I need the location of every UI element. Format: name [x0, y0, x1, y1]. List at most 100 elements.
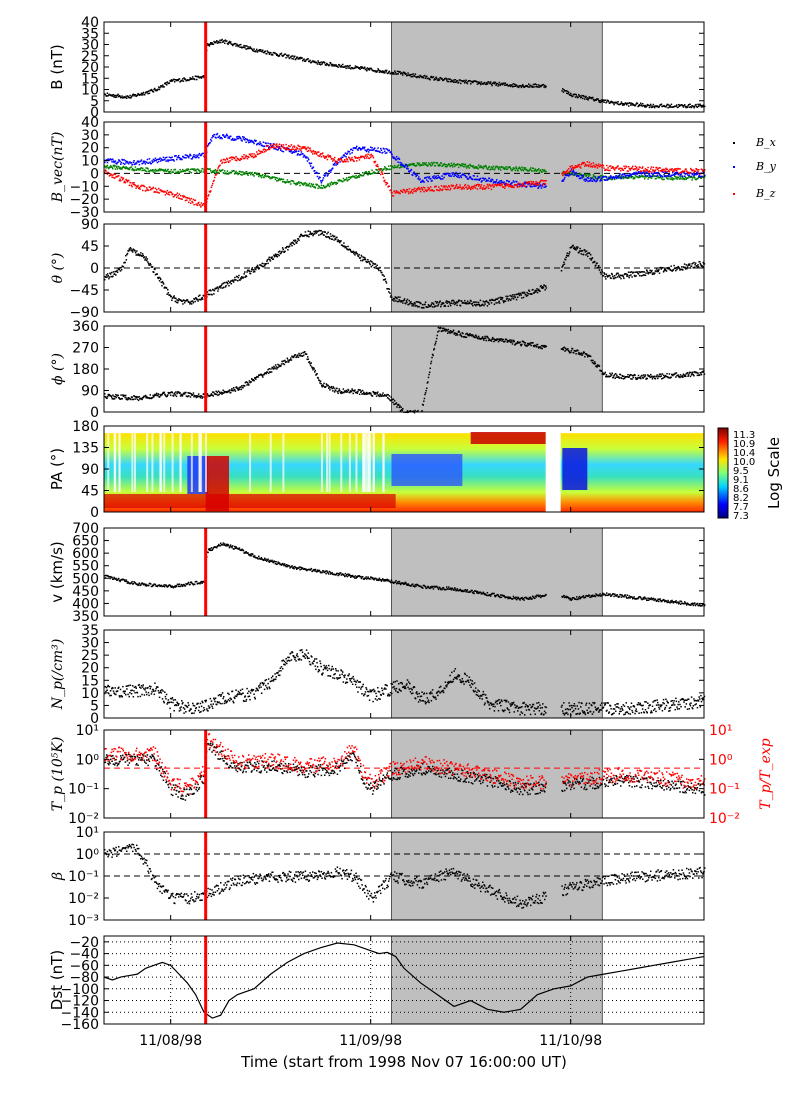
data-point-ϕ — [267, 368, 269, 371]
data-point-B_y — [258, 142, 260, 145]
data-point-θ — [656, 270, 658, 273]
data-point-θ — [498, 300, 500, 303]
data-point-B — [517, 85, 519, 88]
data-series-layer — [103, 38, 706, 1019]
data-point-θ — [528, 290, 531, 293]
data-point-B_x — [462, 165, 464, 167]
data-point-B_z — [318, 155, 321, 158]
data-point-B_x — [312, 183, 315, 186]
data-point-B_z — [292, 146, 294, 148]
data-point-θ — [160, 281, 163, 284]
data-point-B_x — [456, 164, 458, 166]
data-point-B — [520, 85, 522, 87]
data-point-B_z — [401, 190, 403, 193]
data-point-B — [292, 55, 294, 57]
data-point-B_y — [136, 162, 138, 164]
data-point-B — [424, 74, 426, 77]
data-point-θ — [132, 248, 135, 250]
data-point-B_x — [639, 176, 641, 178]
data-point-B — [414, 73, 417, 75]
data-point-B_z — [693, 171, 695, 174]
data-point-θ — [220, 287, 222, 289]
data-point-θ — [520, 294, 522, 296]
data-point-ϕ — [319, 382, 321, 384]
data-point-θ — [120, 268, 123, 271]
data-point-θ — [669, 269, 672, 271]
data-point-θ — [517, 293, 520, 295]
data-point-B_z — [530, 183, 532, 185]
data-point-θ — [211, 293, 213, 296]
data-point-B_x — [673, 178, 675, 180]
data-point-θ — [304, 231, 307, 233]
data-point-θ — [355, 251, 357, 253]
data-point-B_y — [450, 175, 453, 177]
data-point-B_x — [342, 180, 344, 183]
data-point-B_z — [672, 169, 675, 171]
data-point-B_x — [223, 172, 225, 175]
data-point-B_z — [380, 173, 382, 176]
data-point-θ — [242, 276, 245, 279]
data-point-θ — [129, 246, 132, 249]
data-point-B_x — [106, 164, 109, 167]
data-point-B_z — [467, 184, 469, 187]
data-point-θ — [371, 261, 373, 263]
data-point-B_x — [211, 171, 213, 174]
data-point-B — [452, 80, 454, 82]
data-point-B_z — [164, 190, 166, 193]
data-point-B_z — [308, 150, 310, 152]
data-point-B — [658, 105, 661, 108]
data-point-B_y — [569, 174, 571, 176]
data-point-θ — [571, 246, 573, 248]
data-point-B — [160, 85, 163, 87]
data-point-ϕ — [171, 391, 174, 394]
data-point-B_y — [246, 138, 249, 141]
data-point-B — [620, 101, 623, 103]
data-point-ϕ — [325, 383, 328, 385]
data-point-B_z — [594, 165, 597, 168]
data-point-B_y — [140, 160, 142, 162]
data-point-B — [176, 79, 178, 82]
data-point-B — [568, 91, 570, 93]
data-point-B — [464, 80, 467, 83]
data-point-B — [684, 105, 687, 108]
data-point-B_x — [387, 168, 389, 171]
data-point-B_x — [238, 172, 240, 175]
data-point-B_x — [158, 169, 160, 171]
data-point-θ — [235, 279, 237, 281]
data-point-B_y — [118, 159, 121, 162]
data-point-B_x — [353, 175, 355, 178]
data-point-B_y — [194, 155, 196, 158]
data-point-θ — [440, 303, 443, 306]
data-point-B_z — [502, 186, 505, 188]
data-point-B_z — [186, 199, 188, 201]
data-point-ϕ — [187, 392, 189, 394]
data-point-ϕ — [141, 398, 143, 401]
data-point-θ — [566, 254, 568, 257]
data-point-θ — [336, 236, 338, 239]
data-point-B_z — [442, 186, 445, 188]
data-point-B_z — [325, 156, 327, 159]
data-point-B_y — [151, 160, 153, 162]
data-point-B_y — [130, 162, 133, 164]
data-point-B_y — [633, 171, 635, 174]
data-point-θ — [157, 277, 160, 280]
data-point-B — [365, 68, 367, 70]
pa-data-gap — [198, 433, 201, 492]
data-point-θ — [510, 295, 513, 298]
data-point-B_y — [132, 161, 135, 164]
data-point-ϕ — [306, 358, 308, 361]
data-point-B — [667, 107, 669, 109]
data-point-θ — [224, 281, 226, 284]
data-point-θ — [447, 305, 450, 307]
data-point-θ — [459, 305, 462, 307]
data-point-B_z — [179, 197, 181, 200]
data-point-B_z — [224, 161, 226, 164]
data-point-B_x — [218, 169, 221, 171]
data-point-B_z — [628, 165, 630, 168]
data-point-θ — [399, 300, 402, 302]
data-point-θ — [573, 246, 576, 249]
data-point-B_y — [521, 185, 523, 188]
data-point-B_z — [572, 166, 574, 169]
data-point-θ — [154, 268, 156, 271]
data-point-B_z — [458, 186, 461, 188]
